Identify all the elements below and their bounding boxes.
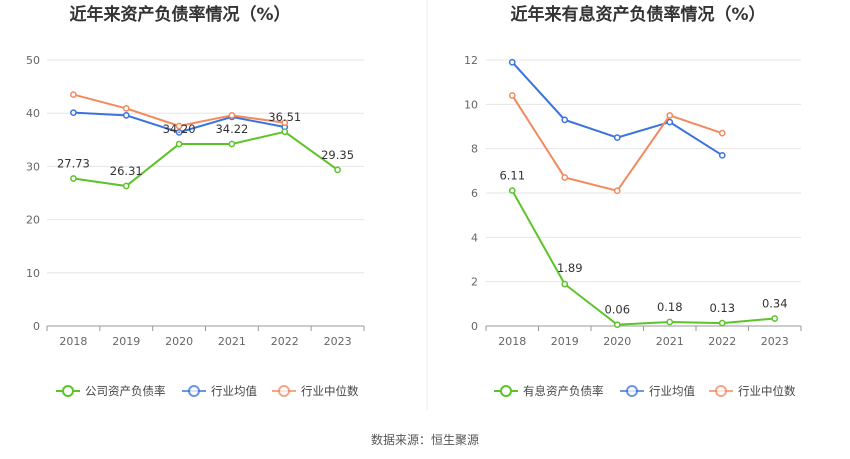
data-label: 6.11 [499, 169, 525, 183]
data-label: 26.31 [110, 164, 143, 178]
legend-swatch-marker [500, 385, 512, 397]
interest-bearing-debt-ratio-chart: 近年来有息资产负债率情况（%） 0 2 4 6 8 10 12 2018 2019 2020 2021… [464, 4, 802, 398]
chart-title: 近年来有息资产负债率情况（%） [510, 4, 765, 25]
data-label: 0.06 [604, 303, 630, 317]
data-point [508, 92, 516, 99]
y-tick-label: 50 [26, 54, 40, 67]
data-point [508, 58, 516, 66]
data-point [561, 280, 569, 288]
y-tick-label: 12 [464, 54, 478, 67]
data-point [718, 129, 726, 137]
data-point [122, 111, 130, 119]
data-point [561, 116, 569, 124]
x-tick-label: 2023 [761, 335, 789, 348]
data-point [228, 111, 236, 119]
data-point [70, 91, 77, 98]
y-tick-label: 0 [33, 320, 40, 333]
data-point [666, 318, 674, 326]
data-point [122, 105, 130, 112]
y-tick-label: 6 [471, 187, 478, 200]
data-label: 0.13 [709, 301, 735, 315]
y-tick-label: 10 [464, 98, 478, 111]
legend-label: 行业中位数 [738, 384, 796, 398]
legend-swatch-marker [278, 385, 290, 397]
data-point [561, 174, 569, 181]
x-tick-label: 2022 [708, 335, 736, 348]
data-point [666, 112, 674, 119]
legend-swatch-marker [188, 385, 200, 397]
series-line-company [73, 130, 339, 188]
data-label: 0.18 [657, 300, 683, 314]
x-tick-label: 2021 [218, 335, 246, 348]
series-line-company [511, 190, 775, 326]
y-tick-label: 20 [26, 214, 40, 227]
data-point [122, 182, 130, 190]
y-tick-label: 10 [26, 267, 40, 280]
y-tick-label: 4 [471, 231, 478, 244]
data-point [613, 134, 621, 141]
x-tick-label: 2019 [112, 335, 140, 348]
debt-ratio-chart: 近年来资产负债率情况（%） 0 10 20 30 40 50 2018 2019 2020 2021… [26, 4, 365, 398]
x-tick-label: 2018 [59, 335, 87, 348]
data-point [228, 140, 236, 148]
legend-label: 行业均值 [649, 384, 695, 398]
data-point [613, 321, 621, 329]
data-label: 34.22 [215, 122, 248, 136]
chart-title: 近年来资产负债率情况（%） [69, 4, 290, 25]
series-line-industry-mean [511, 61, 723, 157]
x-tick-label: 2022 [271, 335, 299, 348]
data-point [70, 175, 77, 182]
legend-label: 有息资产负债率 [523, 384, 604, 398]
data-label: 27.73 [57, 156, 90, 170]
data-label: 34.20 [163, 122, 196, 136]
y-tick-label: 2 [471, 276, 478, 289]
data-point [508, 187, 516, 194]
data-point [613, 187, 621, 195]
data-point [334, 166, 341, 174]
data-label: 0.34 [762, 296, 788, 310]
data-label: 1.89 [557, 261, 583, 275]
legend-swatch-marker [626, 385, 638, 397]
y-tick-label: 30 [26, 160, 40, 173]
legend-label: 行业均值 [211, 384, 257, 398]
legend-label: 行业中位数 [301, 384, 359, 398]
series-line-industry-median [511, 94, 723, 192]
x-tick-label: 2019 [551, 335, 579, 348]
y-tick-label: 0 [471, 320, 478, 333]
x-tick-label: 2018 [498, 335, 526, 348]
data-point [175, 140, 183, 148]
data-label: 36.51 [268, 110, 301, 124]
x-tick-label: 2020 [165, 335, 193, 348]
data-point [281, 119, 289, 127]
x-tick-label: 2023 [324, 335, 352, 348]
y-tick-label: 8 [471, 143, 478, 156]
data-point [771, 315, 779, 322]
data-point [718, 151, 726, 159]
x-tick-label: 2020 [603, 335, 631, 348]
y-tick-label: 40 [26, 107, 40, 120]
data-point [281, 128, 289, 136]
data-source-note: 数据来源：恒生聚源 [370, 433, 479, 447]
legend-swatch-marker [715, 385, 727, 397]
data-label: 29.35 [321, 148, 354, 162]
data-point [718, 319, 726, 327]
data-point [666, 118, 674, 126]
data-point [175, 122, 183, 130]
data-point [70, 109, 77, 117]
legend-label: 公司资产负债率 [85, 384, 166, 398]
x-tick-label: 2021 [656, 335, 684, 348]
legend-swatch-marker [62, 385, 74, 397]
data-point [175, 129, 183, 136]
